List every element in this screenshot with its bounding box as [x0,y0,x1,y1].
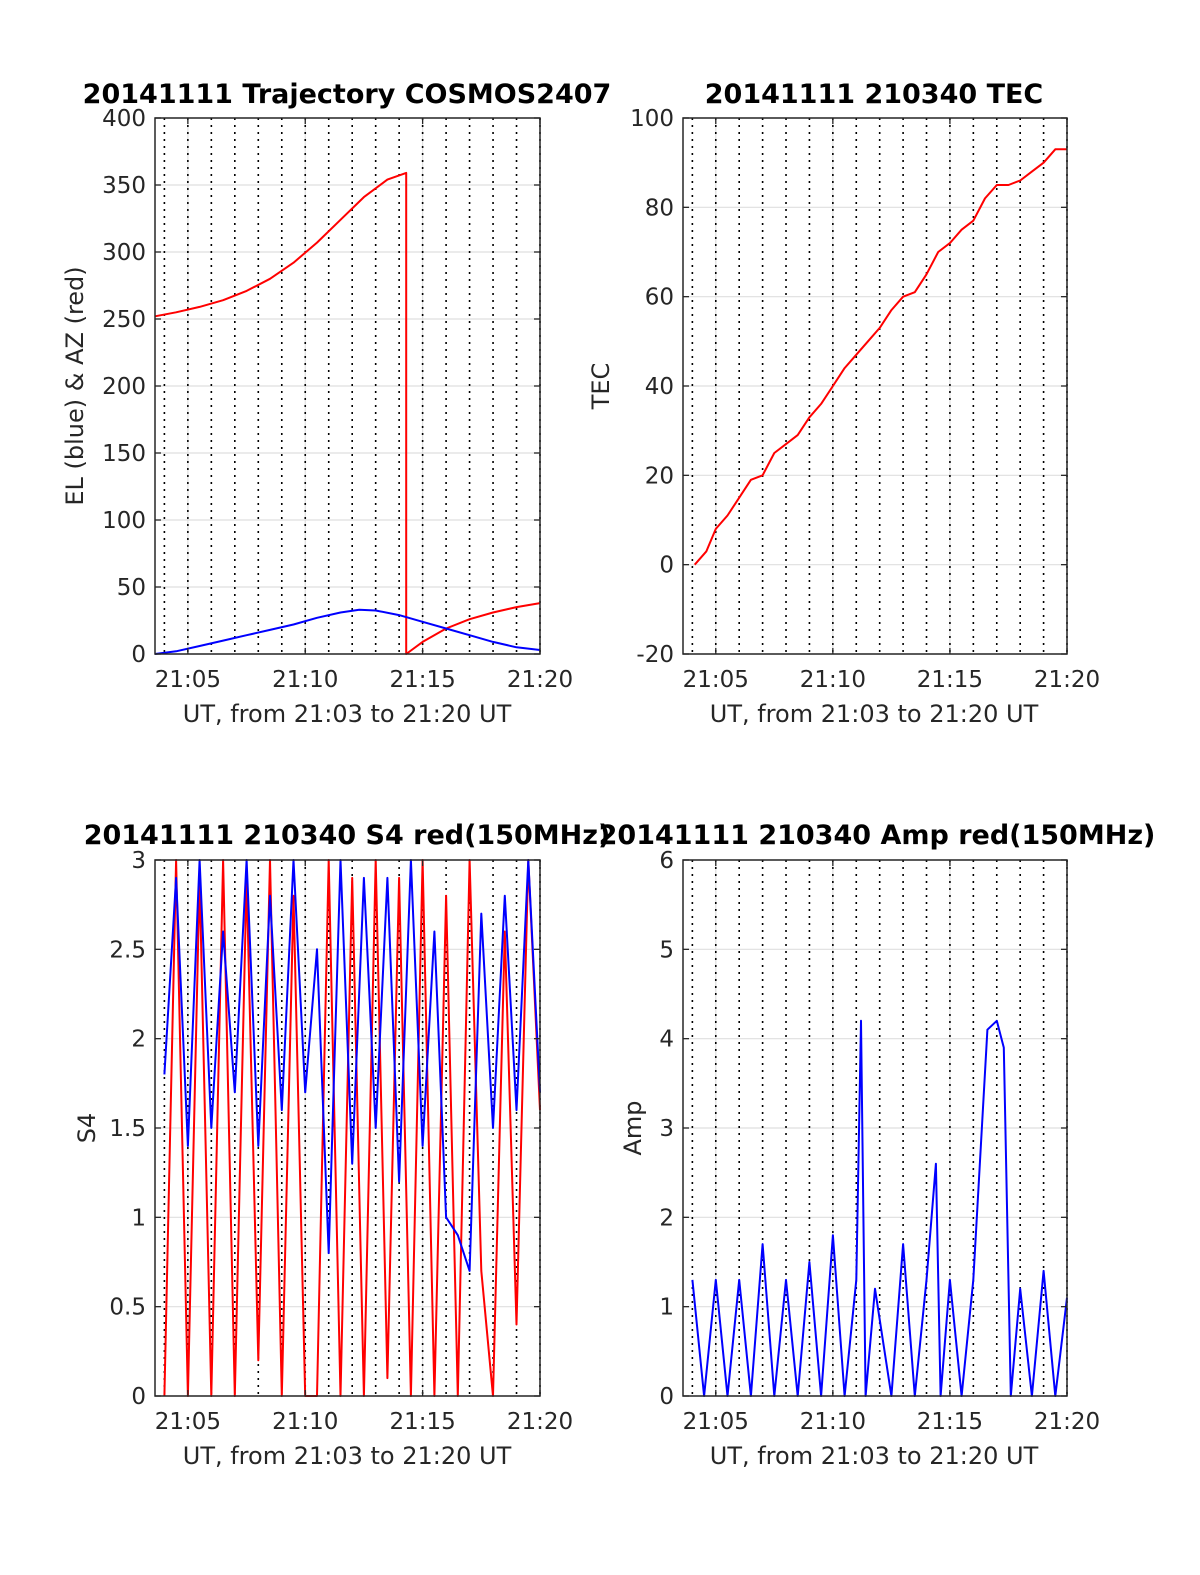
series-line-1 [163,859,541,1272]
x-tick-label: 21:15 [389,667,455,693]
series-line-0 [691,1019,1068,1397]
x-axis-label: UT, from 21:03 to 21:20 UT [183,1442,512,1470]
y-tick-label: 0 [131,642,146,668]
y-tick-label: 100 [102,508,146,534]
y-tick-label: 4 [659,1027,674,1053]
y-tick-label: 0 [659,553,674,579]
x-tick-label: 21:20 [507,667,573,693]
x-tick-label: 21:10 [800,1409,866,1435]
y-tick-label: 1.5 [109,1116,146,1142]
y-tick-label: 1 [659,1295,674,1321]
amp-chart: 20141111 210340 Amp red(150MHz) UT, from… [599,820,1156,1470]
y-tick-label: 50 [117,575,146,601]
y-axis-label: S4 [73,1113,101,1144]
x-tick-label: 21:20 [1034,667,1100,693]
y-tick-label: 2.5 [109,937,146,963]
y-tick-label: 0.5 [109,1295,146,1321]
y-axis-label: EL (blue) & AZ (red) [61,266,89,505]
trajectory-chart: 20141111 Trajectory COSMOS2407 UT, from … [61,79,611,728]
y-tick-label: 2 [659,1205,674,1231]
x-tick-label: 21:20 [1034,1409,1100,1435]
y-tick-label: 6 [659,848,674,874]
series-line-0 [693,148,1067,566]
y-tick-label: 400 [102,106,146,132]
x-tick-label: 21:05 [155,667,221,693]
x-tick-label: 21:15 [917,1409,983,1435]
chart-title: 20141111 210340 S4 red(150MHz) [84,820,611,851]
series-line-1 [154,608,541,655]
y-tick-label: 1 [131,1205,146,1231]
y-axis-label: Amp [619,1100,647,1155]
y-tick-label: 0 [131,1384,146,1410]
y-tick-label: 200 [102,374,146,400]
y-tick-label: 100 [630,106,674,132]
series-line-0 [154,171,541,655]
y-tick-label: 40 [645,374,674,400]
series-line-0 [163,859,541,1397]
y-tick-label: 3 [131,848,146,874]
x-tick-label: 21:05 [683,667,749,693]
y-tick-label: 300 [102,240,146,266]
y-tick-label: 2 [131,1027,146,1053]
y-tick-label: 150 [102,441,146,467]
y-tick-label: 0 [659,1384,674,1410]
y-tick-label: 80 [645,195,674,221]
x-axis-label: UT, from 21:03 to 21:20 UT [183,700,512,728]
y-tick-label: 5 [659,937,674,963]
x-tick-label: 21:10 [272,1409,338,1435]
y-tick-label: -20 [636,642,674,668]
y-tick-label: 20 [645,463,674,489]
x-axis-label: UT, from 21:03 to 21:20 UT [710,1442,1039,1470]
chart-title: 20141111 210340 TEC [705,79,1044,110]
chart-title: 20141111 Trajectory COSMOS2407 [83,79,612,110]
x-tick-label: 21:10 [800,667,866,693]
y-tick-label: 350 [102,173,146,199]
y-tick-label: 250 [102,307,146,333]
x-tick-label: 21:15 [917,667,983,693]
s4-chart: 20141111 210340 S4 red(150MHz) UT, from … [73,820,610,1470]
y-tick-label: 3 [659,1116,674,1142]
tec-chart: 20141111 210340 TEC UT, from 21:03 to 21… [587,79,1100,728]
x-tick-label: 21:05 [683,1409,749,1435]
y-axis-label: TEC [587,363,615,411]
x-tick-label: 21:20 [507,1409,573,1435]
x-axis-label: UT, from 21:03 to 21:20 UT [710,700,1039,728]
chart-title: 20141111 210340 Amp red(150MHz) [599,820,1156,851]
x-tick-label: 21:15 [389,1409,455,1435]
x-tick-label: 21:10 [272,667,338,693]
y-tick-label: 60 [645,285,674,311]
x-tick-label: 21:05 [155,1409,221,1435]
